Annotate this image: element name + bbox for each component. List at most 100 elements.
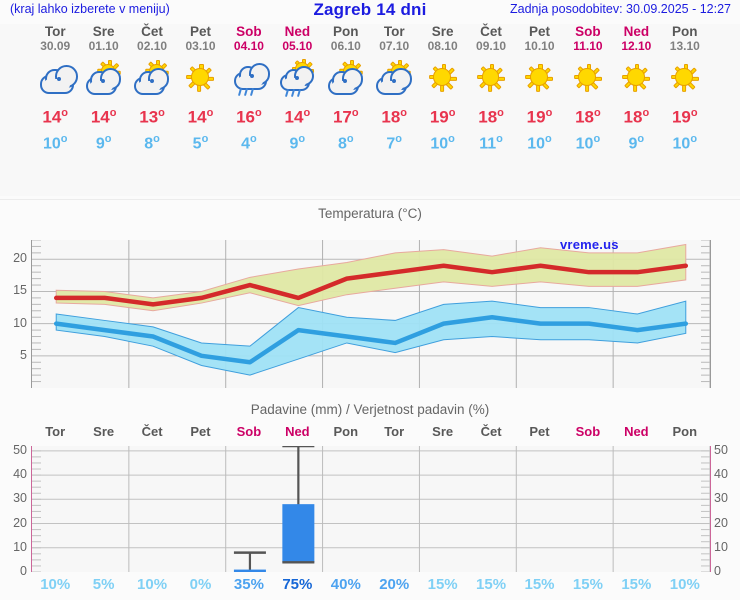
temperature-max: 18o xyxy=(623,107,650,127)
day-name: Sob xyxy=(575,24,601,39)
sun-rain-shower-icon xyxy=(274,58,320,98)
precipitation-probability: 10% xyxy=(137,576,168,593)
sunny-icon xyxy=(420,58,466,98)
weather-icon-cell xyxy=(126,56,178,100)
temperature-min: 7o xyxy=(386,132,403,152)
temperature-min: 8o xyxy=(337,132,354,152)
sunny-icon xyxy=(517,58,563,98)
precipitation-day-label: Pon xyxy=(672,424,698,439)
day-column[interactable]: Ned 05.10 14o 9o xyxy=(271,24,323,154)
day-name: Sre xyxy=(431,24,454,39)
temperature-min: 9o xyxy=(95,132,112,152)
temperature-min: 5o xyxy=(192,132,209,152)
day-column[interactable]: Pet 10.10 19o 10o xyxy=(514,24,566,154)
day-date: 04.10 xyxy=(233,39,264,53)
sunny-icon xyxy=(613,58,659,98)
day-column[interactable]: Čet 09.10 18o 11o xyxy=(465,24,517,154)
day-column[interactable]: Pon 13.10 19o 10o xyxy=(659,24,711,154)
sunny-icon xyxy=(565,58,611,98)
temperature-max: 19o xyxy=(526,107,553,127)
precipitation-y-tick-right: 50 xyxy=(714,442,728,457)
sunny-icon xyxy=(662,58,708,98)
partly-sunny-icon xyxy=(323,58,369,98)
last-updated-label: Zadnja posodobitev: 30.09.2025 - 12:27 xyxy=(509,2,731,16)
temperature-min: 4o xyxy=(241,132,257,152)
partly-sunny-icon xyxy=(371,58,417,98)
temperature-y-tick: 10 xyxy=(13,315,27,330)
page-header: (kraj lahko izberete v meniju) Zagreb 14… xyxy=(0,0,740,22)
weather-icon-cell xyxy=(271,56,323,100)
precipitation-day-label: Čet xyxy=(141,424,163,439)
precipitation-day-label: Tor xyxy=(384,424,405,439)
day-date: 09.10 xyxy=(476,39,507,53)
day-column[interactable]: Pon 06.10 17o 8o xyxy=(320,24,372,154)
precipitation-day-label: Pon xyxy=(333,424,359,439)
day-column[interactable]: Tor 30.09 14o 10o xyxy=(29,24,81,154)
day-name: Sre xyxy=(92,24,115,39)
day-date: 05.10 xyxy=(282,39,313,53)
precipitation-probability: 35% xyxy=(233,576,264,593)
weather-icon-cell xyxy=(223,56,275,100)
precipitation-day-label: Pet xyxy=(190,424,211,439)
precipitation-y-tick-left: 30 xyxy=(13,491,27,506)
precipitation-day-labels: Tor Sre Čet Pet Sob Ned Pon Tor Sre Čet Pet Sob Ned P… xyxy=(0,424,740,442)
precipitation-plot-area xyxy=(31,446,711,572)
day-date: 03.10 xyxy=(185,39,216,53)
day-column[interactable]: Čet 02.10 13o 8o xyxy=(126,24,178,154)
day-date: 11.10 xyxy=(573,39,603,53)
precipitation-y-tick-left: 50 xyxy=(13,442,27,457)
day-column[interactable]: Pet 03.10 14o 5o xyxy=(175,24,227,154)
weather-icon-cell xyxy=(514,56,566,100)
partly-sunny-icon xyxy=(81,58,127,98)
precipitation-day-label: Ned xyxy=(285,424,310,439)
precipitation-day-label: Tor xyxy=(45,424,66,439)
precipitation-probability: 15% xyxy=(572,576,603,593)
day-column[interactable]: Sre 08.10 19o 10o xyxy=(417,24,469,154)
temperature-plot-area xyxy=(31,240,711,388)
temperature-max: 18o xyxy=(381,107,408,127)
precipitation-probability: 15% xyxy=(621,576,652,593)
temperature-max: 14o xyxy=(42,107,69,127)
temperature-min: 10o xyxy=(575,132,601,152)
precipitation-day-label: Pet xyxy=(529,424,550,439)
precipitation-day-label: Ned xyxy=(624,424,649,439)
precipitation-y-tick-left: 20 xyxy=(13,515,27,530)
precipitation-day-label: Sre xyxy=(93,424,115,439)
weather-icon-cell xyxy=(78,56,130,100)
day-column[interactable]: Sre 01.10 14o 9o xyxy=(78,24,130,154)
temperature-max: 18o xyxy=(478,107,504,127)
weather-icon-cell xyxy=(417,56,469,100)
temperature-max: 14o xyxy=(90,107,117,127)
precipitation-y-tick-right: 40 xyxy=(714,467,728,482)
temperature-min: 8o xyxy=(144,132,160,152)
precipitation-probability: 15% xyxy=(524,576,555,593)
precipitation-y-tick-left: 0 xyxy=(20,564,27,578)
precipitation-probability: 0% xyxy=(189,576,212,593)
day-column[interactable]: Sob 11.10 18o 10o xyxy=(562,24,614,154)
temperature-min: 10o xyxy=(430,132,455,152)
day-name: Čet xyxy=(480,24,502,39)
day-column[interactable]: Sob 04.10 16o 4o xyxy=(223,24,275,154)
weather-icon-cell xyxy=(465,56,517,100)
section-divider xyxy=(0,199,740,200)
precipitation-y-tick-left: 10 xyxy=(13,539,27,554)
day-date: 08.10 xyxy=(427,39,458,53)
day-name: Čet xyxy=(141,24,163,39)
temperature-max: 17o xyxy=(332,107,359,127)
precipitation-day-label: Sre xyxy=(432,424,454,439)
precipitation-probability: 40% xyxy=(330,576,361,593)
day-date: 13.10 xyxy=(669,39,700,53)
temperature-max: 19o xyxy=(671,107,698,127)
weather-icon-cell xyxy=(29,56,81,100)
precipitation-y-tick-right: 20 xyxy=(714,515,728,530)
day-name: Sob xyxy=(236,24,262,39)
weather-icon-cell xyxy=(659,56,711,100)
location-menu-note: (kraj lahko izberete v meniju) xyxy=(10,2,170,16)
day-column[interactable]: Tor 07.10 18o 7o xyxy=(368,24,420,154)
precipitation-probability: 75% xyxy=(282,576,313,593)
day-column[interactable]: Ned 12.10 18o 9o xyxy=(610,24,662,154)
temperature-min: 9o xyxy=(628,132,645,152)
precipitation-probability: 10% xyxy=(40,576,71,593)
temperature-max: 13o xyxy=(139,107,165,127)
weather-icon-cell xyxy=(175,56,227,100)
